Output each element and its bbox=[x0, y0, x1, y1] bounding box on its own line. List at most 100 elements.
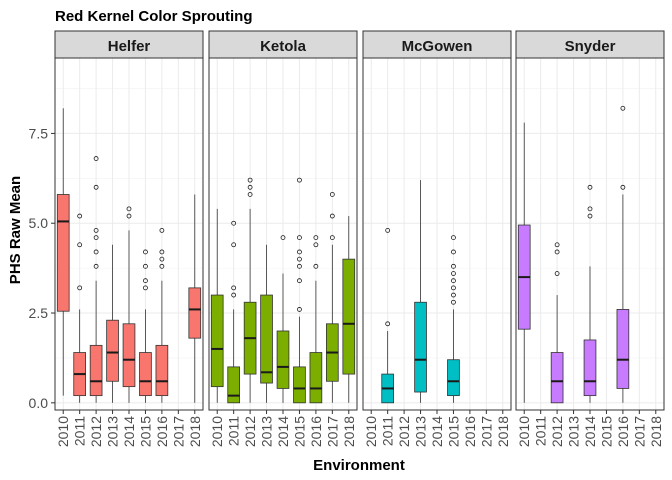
box-body bbox=[447, 359, 460, 397]
outlier-point bbox=[247, 192, 253, 197]
x-tick-label: 2013 bbox=[413, 416, 429, 447]
box-2012 bbox=[243, 177, 257, 403]
x-tick-label: 2017 bbox=[631, 416, 647, 447]
x-tick-label: 2018 bbox=[341, 416, 357, 447]
outlier-point bbox=[93, 263, 99, 269]
x-tick-label: 2011 bbox=[72, 416, 88, 446]
facet-panel-ketola: Ketola 2010 2011 2012 2013 2014 2015 2016 2017 20… bbox=[208, 30, 358, 447]
box-body bbox=[227, 366, 240, 404]
y-tick-label: 2.5 bbox=[29, 305, 49, 321]
outlier-point bbox=[329, 235, 335, 240]
outlier-point bbox=[77, 213, 83, 219]
box-2016 bbox=[155, 228, 169, 403]
outlier-point bbox=[231, 292, 237, 298]
x-tick-label: 2018 bbox=[648, 416, 664, 447]
outlier-point bbox=[329, 192, 335, 197]
outlier-point bbox=[93, 249, 99, 255]
x-tick-label: 2017 bbox=[324, 416, 340, 447]
x-tick-label: 2010 bbox=[209, 416, 225, 447]
box-body bbox=[293, 366, 306, 404]
chart-title: Red Kernel Color Sprouting bbox=[55, 8, 253, 25]
box-body bbox=[616, 309, 630, 389]
outlier-point bbox=[587, 213, 593, 219]
box-body bbox=[56, 194, 70, 312]
panel-border bbox=[208, 57, 358, 411]
outlier-point bbox=[231, 220, 237, 226]
x-tick-label: 2012 bbox=[549, 416, 565, 447]
facet-panel-snyder: Snyder 2010 2011 2012 2013 2014 2015 2016 2017 20… bbox=[515, 30, 665, 447]
outlier-point bbox=[587, 184, 593, 190]
facet-strip bbox=[362, 30, 512, 59]
x-tick-label: 2010 bbox=[516, 416, 532, 447]
box-body bbox=[122, 323, 136, 388]
outlier-point bbox=[451, 249, 456, 255]
x-tick-label: 2011 bbox=[226, 416, 242, 446]
box-2016 bbox=[309, 235, 323, 404]
outlier-point bbox=[620, 105, 626, 111]
box-2018 bbox=[188, 194, 202, 403]
x-tick-label: 2015 bbox=[598, 416, 614, 447]
facet-strip-label: Ketola bbox=[260, 38, 307, 55]
box-body bbox=[210, 294, 224, 388]
outlier-point bbox=[451, 271, 456, 276]
outlier-point bbox=[247, 184, 253, 190]
x-tick-label: 2016 bbox=[462, 416, 478, 447]
outlier-point bbox=[451, 285, 456, 291]
box-2015 bbox=[447, 235, 460, 403]
y-tick-label: 0.0 bbox=[29, 395, 49, 411]
box-2013 bbox=[106, 244, 119, 403]
outlier-point bbox=[313, 235, 319, 240]
box-2014 bbox=[122, 206, 136, 403]
box-2013 bbox=[260, 244, 273, 403]
box-body bbox=[155, 344, 169, 397]
outlier-point bbox=[143, 249, 148, 255]
facet-strip bbox=[208, 30, 358, 59]
x-tick-label: 2011 bbox=[380, 416, 396, 446]
outlier-point bbox=[451, 292, 456, 298]
outlier-point bbox=[451, 235, 456, 240]
facet-panel-mcgowen: McGowen 2010 2011 2012 2013 2014 2015 2016 2017 2… bbox=[362, 30, 512, 447]
facet-strip-label: Helfer bbox=[108, 38, 151, 55]
box-body bbox=[414, 301, 427, 393]
x-tick-label: 2013 bbox=[259, 416, 275, 447]
x-tick-label: 2016 bbox=[154, 416, 170, 447]
y-tick-label: 7.5 bbox=[29, 125, 49, 141]
outlier-point bbox=[554, 271, 560, 276]
x-tick-label: 2012 bbox=[88, 416, 104, 447]
box-2014 bbox=[276, 235, 290, 403]
box-body bbox=[342, 258, 356, 375]
box-body bbox=[260, 294, 273, 384]
box-2015 bbox=[139, 249, 152, 403]
box-body bbox=[550, 352, 564, 404]
outlier-point bbox=[313, 263, 319, 269]
box-2014 bbox=[583, 184, 597, 403]
x-tick-label: 2010 bbox=[55, 416, 71, 447]
x-tick-label: 2015 bbox=[291, 416, 307, 447]
outlier-point bbox=[93, 156, 99, 161]
x-tick-label: 2010 bbox=[363, 416, 379, 447]
x-tick-label: 2013 bbox=[105, 416, 121, 447]
x-tick-label: 2017 bbox=[170, 416, 186, 447]
outlier-point bbox=[93, 184, 99, 190]
outlier-point bbox=[329, 213, 335, 219]
x-tick-label: 2018 bbox=[187, 416, 203, 447]
outlier-point bbox=[126, 213, 132, 219]
outlier-point bbox=[159, 228, 165, 233]
outlier-point bbox=[554, 249, 560, 255]
x-tick-label: 2016 bbox=[308, 416, 324, 447]
facet-strip-label: Snyder bbox=[565, 38, 616, 55]
outlier-point bbox=[297, 278, 302, 284]
outlier-point bbox=[280, 235, 286, 240]
outlier-point bbox=[231, 242, 237, 248]
outlier-point bbox=[93, 228, 99, 233]
x-tick-label: 2012 bbox=[396, 416, 412, 447]
box-2012 bbox=[550, 242, 564, 404]
outlier-point bbox=[159, 249, 165, 255]
outlier-point bbox=[143, 285, 148, 291]
outlier-point bbox=[93, 235, 99, 240]
x-tick-label: 2015 bbox=[137, 416, 153, 447]
x-axis-title: Environment bbox=[313, 457, 405, 474]
outlier-point bbox=[620, 184, 626, 190]
facet-strip bbox=[54, 30, 204, 59]
